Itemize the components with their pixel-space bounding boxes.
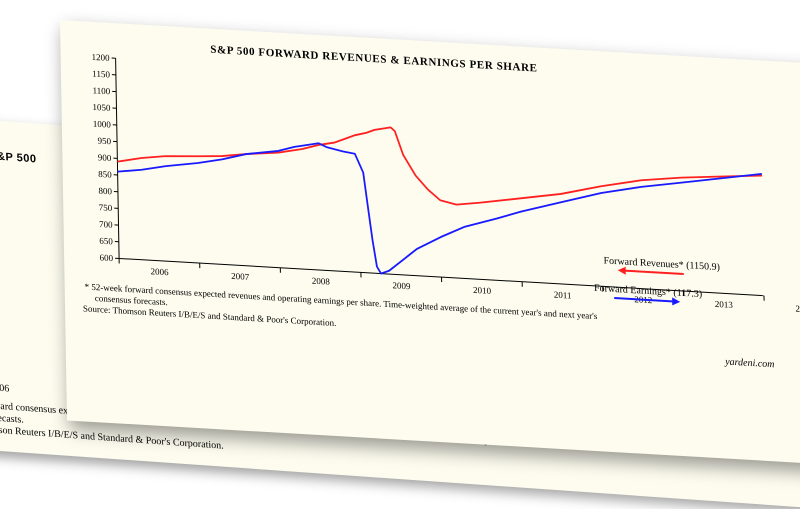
- y-tick-label: 1200: [92, 52, 111, 63]
- y-tick-label: 1000: [93, 119, 112, 130]
- legend-swatch-revenues: [624, 271, 684, 274]
- y-tick-label: 700: [99, 219, 113, 230]
- y-tick-label: 850: [98, 169, 112, 180]
- chart-svg: S&P 500 FORWARD REVENUES & EARNINGS PER …: [60, 20, 800, 464]
- x-tick-label: 2006: [151, 266, 170, 277]
- front-chart-sheet: S&P 500 FORWARD REVENUES & EARNINGS PER …: [60, 20, 800, 464]
- back-year-label: 2006: [0, 382, 10, 394]
- y-axis-ticks: 600 650 700 750 800 850 900 950 1000 1050 1100 1150…: [92, 52, 120, 264]
- x-tick-label: 2013: [715, 299, 734, 310]
- chart-title: S&P 500 FORWARD REVENUES & EARNINGS PER …: [210, 44, 537, 75]
- back-chart-title: S&P 500: [0, 150, 37, 165]
- y-tick-label: 900: [98, 152, 112, 163]
- y-tick-label: 600: [100, 252, 114, 263]
- y-tick-label: 650: [99, 236, 113, 247]
- x-tick-label: 2007: [231, 271, 250, 282]
- y-tick-label: 1150: [92, 69, 110, 80]
- chart-legend: Forward Revenues* (1150.9)Forward Earnin…: [593, 255, 720, 308]
- y-tick-label: 950: [97, 136, 111, 147]
- x-tick-label: 2011: [554, 290, 572, 301]
- x-tick-label: 2009: [392, 280, 411, 291]
- y-tick-label: 750: [99, 202, 113, 213]
- y-tick-label: 1100: [92, 85, 110, 96]
- x-tick-label: 2008: [312, 276, 331, 287]
- forward-revenues-line: [117, 112, 763, 223]
- x-tick-label: 2014: [795, 304, 800, 315]
- source-note: Source: Thomson Reuters I/B/E/S and Stan…: [83, 303, 336, 328]
- y-tick-label: 1050: [92, 102, 111, 113]
- y-tick-label: 800: [98, 186, 112, 197]
- x-tick-label: 2010: [473, 285, 492, 296]
- watermark: yardeni.com: [724, 356, 774, 370]
